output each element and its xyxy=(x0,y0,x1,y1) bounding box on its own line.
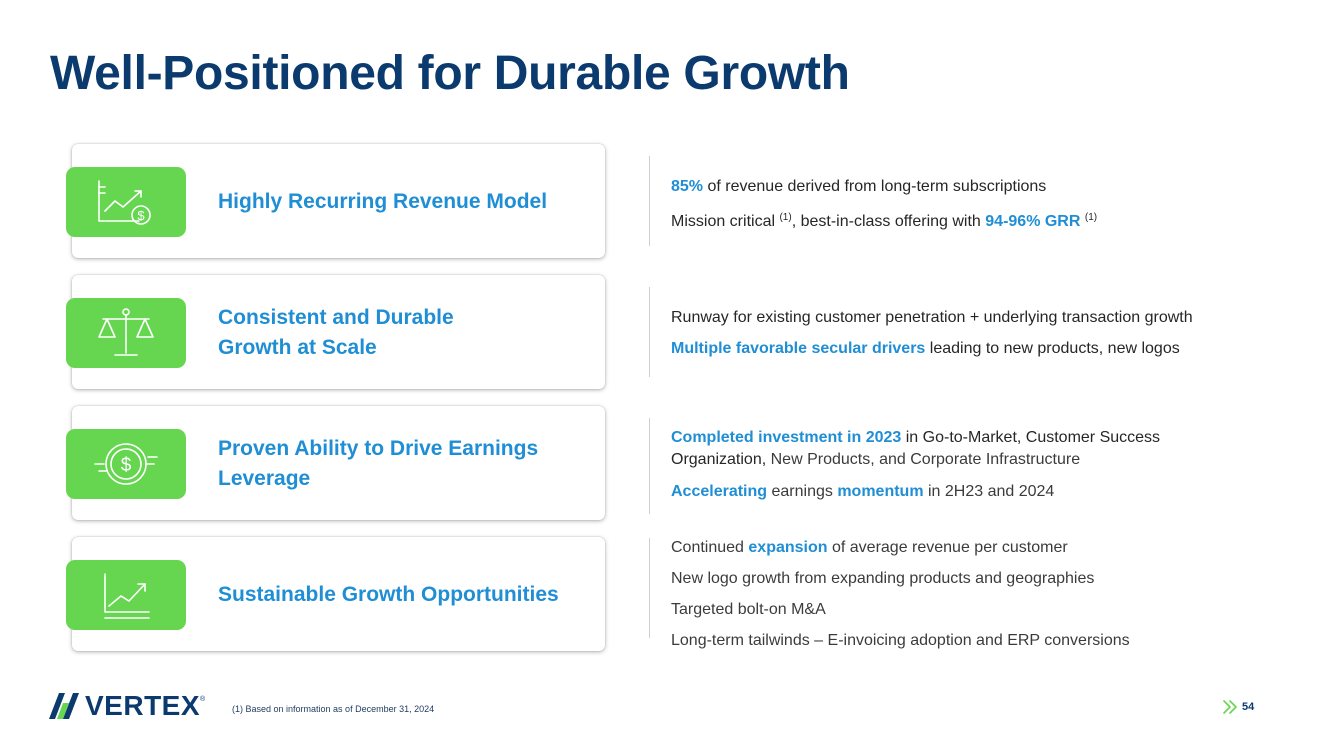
detail-text: , best-in-class offering with xyxy=(791,213,986,230)
detail-durable-1: Runway for existing customer penetration… xyxy=(671,307,1193,329)
card-title-line: Growth at Scale xyxy=(218,336,377,359)
detail-earnings-1: Completed investment in 2023 in Go-to-Ma… xyxy=(671,427,1160,449)
divider-2 xyxy=(649,287,650,377)
card-title-line: Sustainable Growth Opportunities xyxy=(218,583,559,606)
detail-earnings-2: Organization, New Products, and Corporat… xyxy=(671,449,1080,471)
detail-text: Mission critical xyxy=(671,213,780,230)
footnote: (1) Based on information as of December … xyxy=(232,704,435,714)
footnote-ref: (1) xyxy=(779,212,792,223)
footnote-ref: (1) xyxy=(1084,212,1098,223)
card-title-recurring-revenue: Highly Recurring Revenue Model xyxy=(218,187,598,217)
detail-recurring-2: Mission critical (1), best-in-class offe… xyxy=(671,207,1097,233)
detail-opportunities-1: Continued expansion of average revenue p… xyxy=(671,537,1068,559)
highlight-text: Completed investment in 2023 xyxy=(671,429,902,446)
icon-tile-1: $ xyxy=(66,167,186,237)
card-title-earnings-leverage: Proven Ability to Drive Earnings Leverag… xyxy=(218,434,598,494)
divider-4 xyxy=(649,538,650,638)
detail-text: in 2H23 and 2024 xyxy=(923,483,1055,500)
divider-1 xyxy=(649,156,650,246)
double-chevron-right-icon xyxy=(1223,700,1237,714)
detail-opportunities-2: New logo growth from expanding products … xyxy=(671,568,1094,590)
detail-text: of revenue derived from long-term subscr… xyxy=(703,178,1047,195)
page-number: 54 xyxy=(1222,700,1254,714)
highlight-text: expansion xyxy=(748,539,828,556)
page-title: Well-Positioned for Durable Growth xyxy=(50,47,850,100)
detail-text: Runway for existing customer penetration… xyxy=(671,309,1193,326)
detail-text: leading to new products, new logos xyxy=(925,340,1180,357)
balance-scale-icon xyxy=(98,308,154,356)
detail-text: Long-term tailwinds – E-invoicing adopti… xyxy=(671,632,1130,649)
highlight-text: 85% xyxy=(671,178,704,195)
icon-tile-4 xyxy=(66,560,186,630)
highlight-text: momentum xyxy=(837,483,924,500)
card-title-growth-opportunities: Sustainable Growth Opportunities xyxy=(218,580,598,610)
card-title-line: Proven Ability to Drive Earnings xyxy=(218,437,539,460)
chart-dollar-icon: $ xyxy=(98,180,151,225)
detail-opportunities-4: Long-term tailwinds – E-invoicing adopti… xyxy=(671,630,1130,652)
card-title-durable-growth: Consistent and Durable Growth at Scale xyxy=(218,303,598,363)
highlight-text: 94-96% GRR xyxy=(985,213,1081,230)
icon-tile-2 xyxy=(66,298,186,368)
detail-recurring-1: 85% of revenue derived from long-term su… xyxy=(671,176,1046,198)
logo-wordmark: VERTEX xyxy=(85,690,201,721)
page-number-text: 54 xyxy=(1242,701,1255,713)
highlight-text: Accelerating xyxy=(671,483,768,500)
detail-text: earnings xyxy=(767,483,838,500)
detail-text: Continued xyxy=(671,539,749,556)
svg-text:$: $ xyxy=(137,208,145,223)
detail-text: New Products, and Corporate Infrastructu… xyxy=(766,451,1081,468)
icon-tile-3: $ xyxy=(66,429,186,499)
detail-opportunities-3: Targeted bolt-on M&A xyxy=(671,599,826,621)
dollar-coin-icon: $ xyxy=(94,443,158,485)
detail-durable-2: Multiple favorable secular drivers leadi… xyxy=(671,338,1180,360)
card-title-line: Highly Recurring Revenue Model xyxy=(218,190,548,213)
trend-up-icon xyxy=(104,573,150,619)
divider-3 xyxy=(649,418,650,514)
vertex-logo-mark-icon xyxy=(49,693,79,719)
highlight-text: Multiple favorable secular drivers xyxy=(671,340,926,357)
card-title-line: Consistent and Durable xyxy=(218,306,454,329)
vertex-logo: VERTEX ® xyxy=(49,690,205,722)
detail-text: Targeted bolt-on M&A xyxy=(671,601,826,618)
detail-earnings-3: Accelerating earnings momentum in 2H23 a… xyxy=(671,481,1054,503)
detail-text: Organization, xyxy=(671,451,767,468)
detail-text: in Go-to-Market, Customer Success xyxy=(901,429,1161,446)
detail-text: of average revenue per customer xyxy=(827,539,1068,556)
logo-trademark: ® xyxy=(200,696,206,703)
detail-text: New logo growth from expanding products … xyxy=(671,570,1095,587)
svg-text:$: $ xyxy=(121,455,132,476)
card-title-line: Leverage xyxy=(218,467,311,490)
